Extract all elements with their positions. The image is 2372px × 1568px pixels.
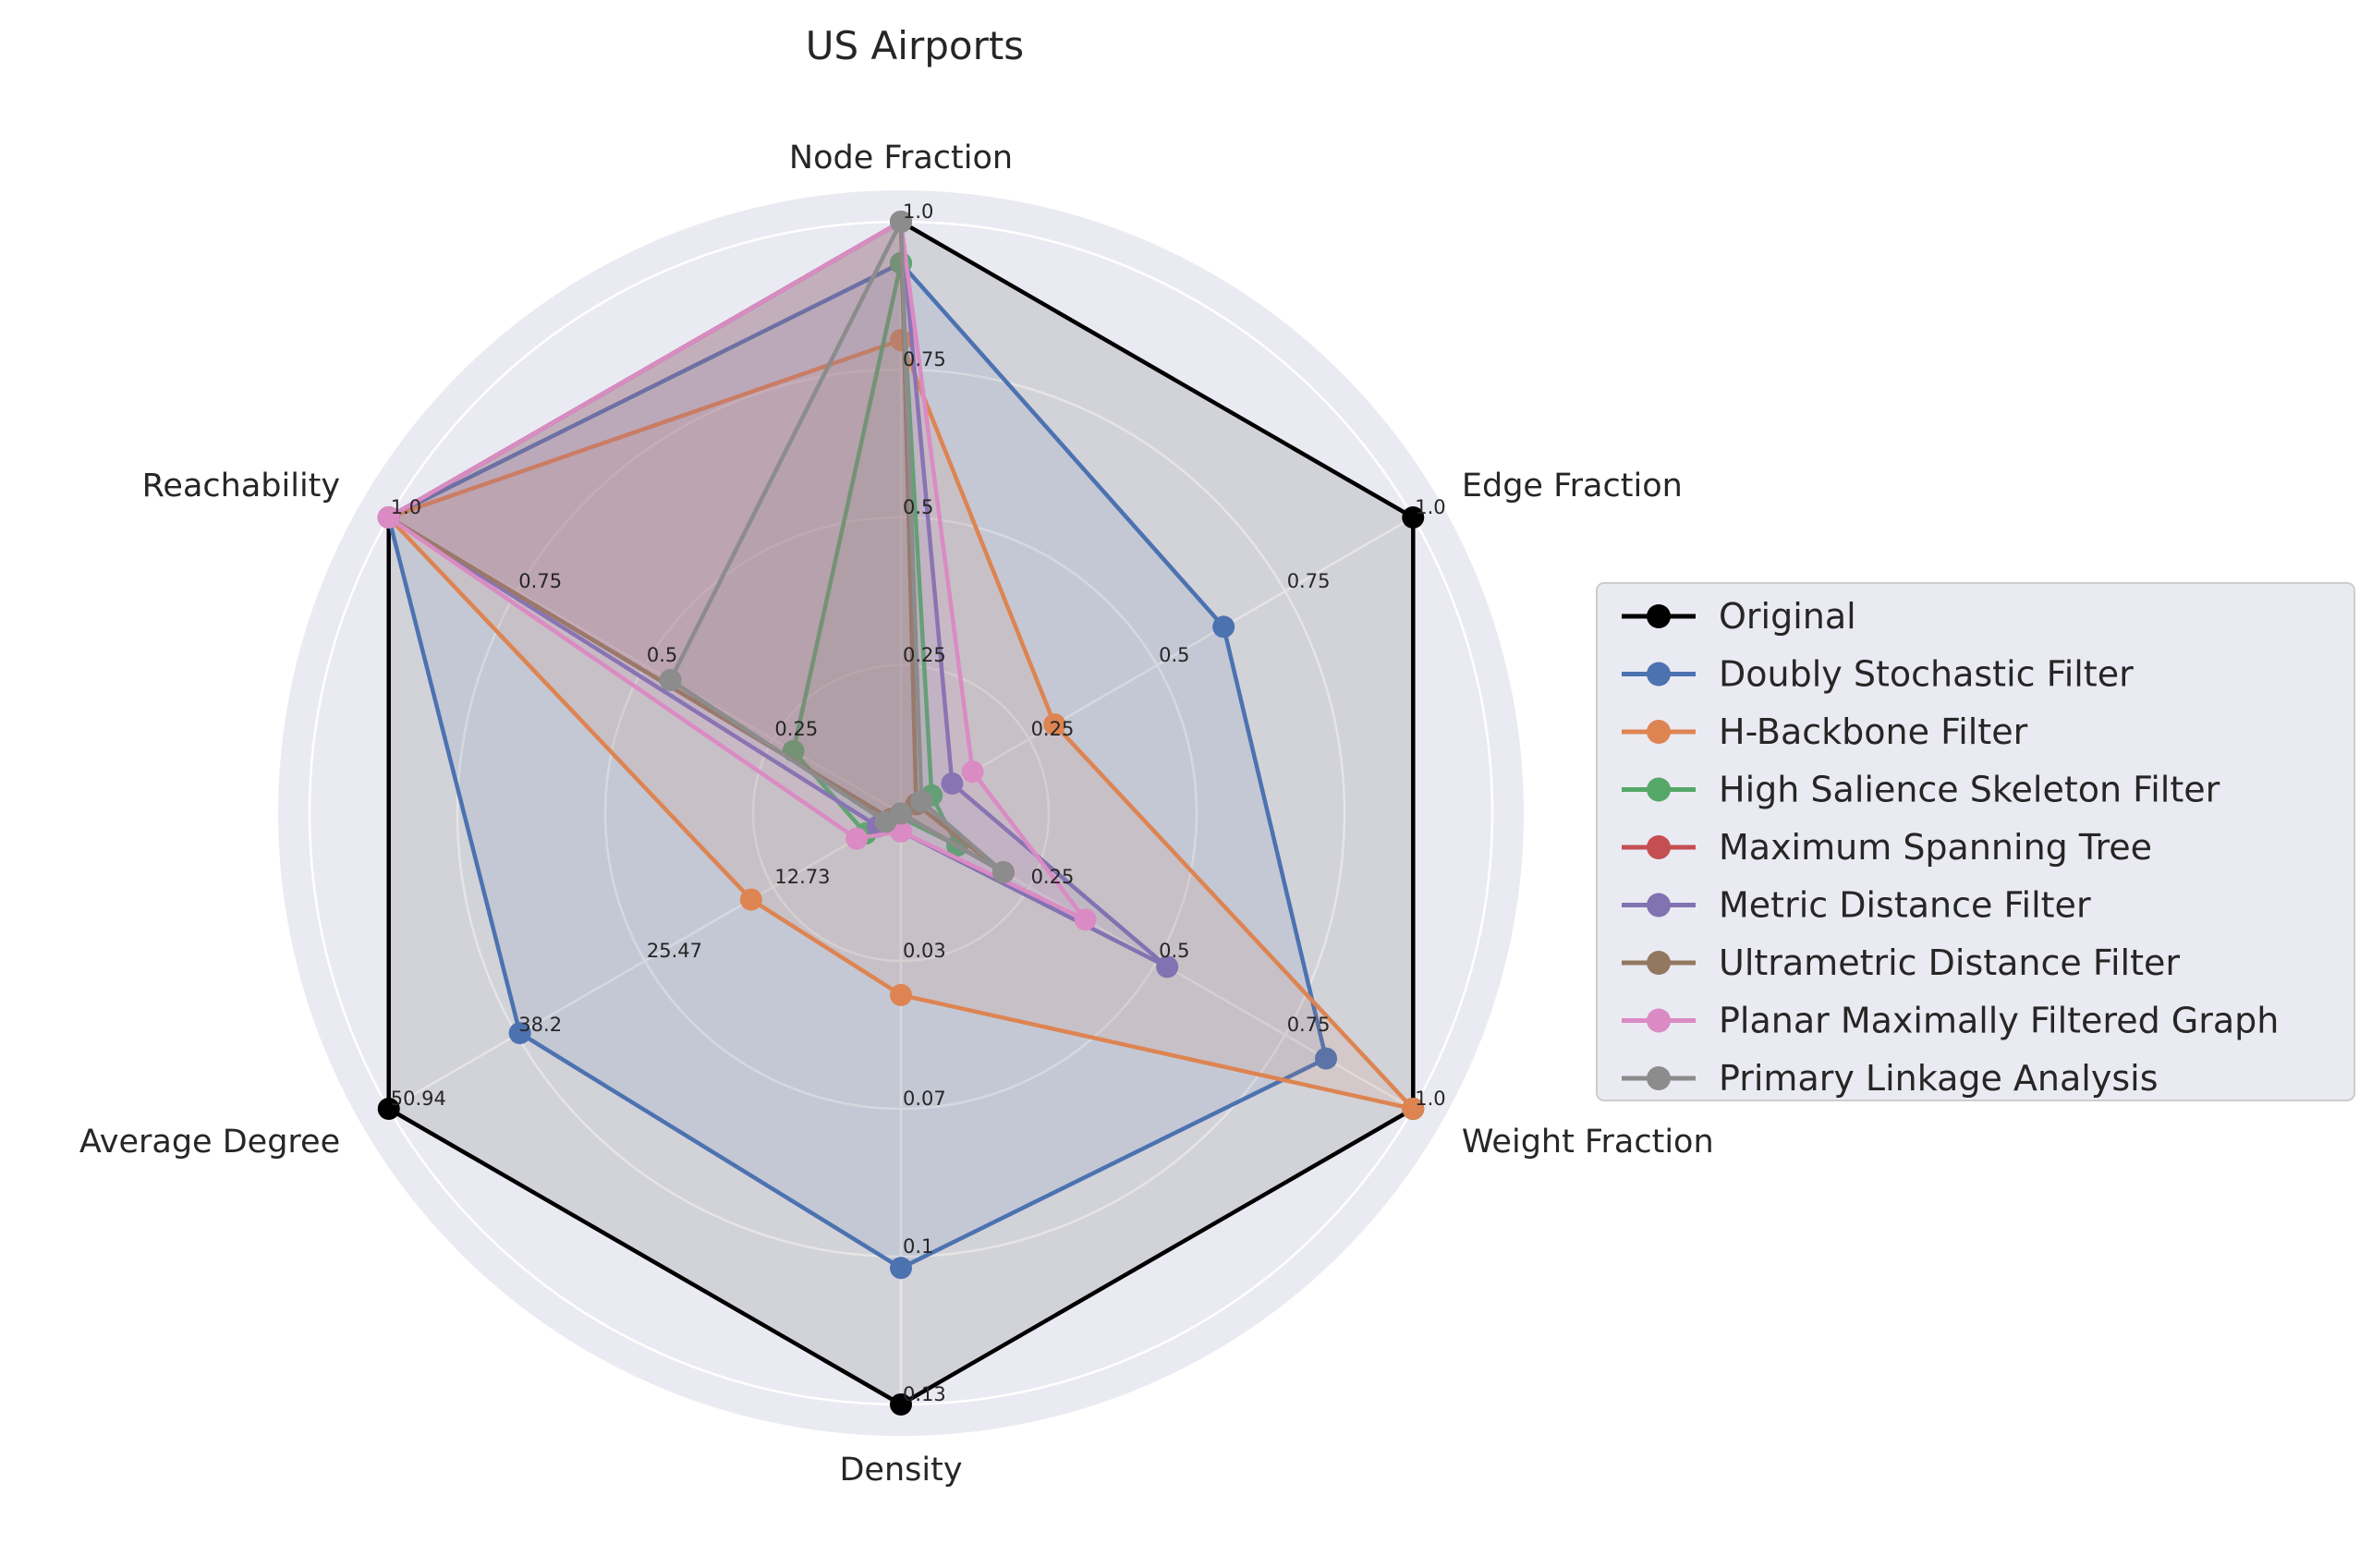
tick-label: 0.03 [903,940,946,962]
data-point [377,506,400,529]
axis-labels: Node Fraction Edge Fraction Weight Fractio… [79,140,1714,1489]
legend-entry: Primary Linkage Analysis [1622,1058,2159,1099]
grid-spoke [900,516,1414,815]
tick-labels: 0.25 0.5 0.75 1.0 0.25 0.5 0.75 1.0 0.25 0.5 0.75 1… [391,201,1446,1405]
tick-label: 0.5 [647,644,677,666]
tick-label: 0.13 [903,1383,946,1405]
data-point [941,772,964,795]
data-point [910,790,933,813]
legend-box [1596,582,2355,1101]
tick-label: 50.94 [391,1088,446,1110]
tick-label: 0.5 [1159,940,1189,962]
series-planar-maximally-filtered-graph [377,211,1097,931]
legend-label: Original [1719,596,1856,637]
series-layer [377,211,1425,1416]
chart-title: US Airports [806,23,1024,68]
tick-label: 12.73 [774,866,830,888]
legend-marker [1647,662,1671,687]
tick-label: 1.0 [903,201,933,223]
legend-marker [1647,835,1671,859]
legend-label: Ultrametric Distance Filter [1719,942,2180,983]
data-point [991,861,1015,883]
axis-label: Weight Fraction [1462,1124,1714,1161]
data-point [1315,1047,1338,1070]
data-point [845,827,869,850]
legend-marker [1647,893,1671,918]
data-point [377,1098,400,1120]
tick-label: 0.25 [1031,718,1075,740]
legend-entry: Ultrametric Distance Filter [1622,942,2180,983]
data-point [1402,1098,1425,1120]
grid-spoke [388,811,902,1111]
legend-entry: Original [1622,596,1856,637]
data-point [1402,506,1425,529]
legend-marker [1647,777,1671,802]
tick-label: 0.25 [1031,866,1075,888]
legend-label: Doubly Stochastic Filter [1719,654,2134,695]
legend-label: Primary Linkage Analysis [1719,1058,2159,1099]
tick-label: 0.25 [903,644,946,666]
tick-label: 0.75 [1287,1014,1331,1036]
legend-label: Planar Maximally Filtered Graph [1719,1001,2279,1041]
data-point [508,1022,531,1045]
tick-label: 0.07 [903,1088,946,1110]
legend-entry: Maximum Spanning Tree [1622,827,2152,868]
data-point [874,810,897,833]
tick-label: 0.75 [518,570,562,592]
tick-label: 1.0 [1415,496,1445,518]
legend-entry: Planar Maximally Filtered Graph [1622,1001,2279,1041]
legend-marker [1647,1008,1671,1033]
data-point [890,211,912,233]
tick-label: 1.0 [1415,1088,1445,1110]
axis-label: Node Fraction [789,140,1013,176]
legend-entry: Doubly Stochastic Filter [1622,654,2134,695]
tick-label: 1.0 [391,496,421,518]
data-point [1074,908,1097,931]
data-point [659,669,682,691]
tick-label: 0.75 [1287,570,1331,592]
legend-marker [1647,720,1671,744]
legend-marker [1647,951,1671,975]
legend-entry: H-Backbone Filter [1622,711,2028,752]
data-point [1156,955,1179,978]
data-point [890,983,912,1006]
tick-label: 38.2 [518,1014,562,1036]
legend-marker [1647,604,1671,628]
data-point [890,1257,912,1280]
tick-label: 0.25 [774,718,818,740]
legend-label: High Salience Skeleton Filter [1719,770,2220,810]
tick-label: 0.5 [903,496,933,518]
legend-entry: High Salience Skeleton Filter [1622,770,2220,810]
axis-label: Reachability [142,468,340,504]
data-point [739,888,762,911]
legend-label: Maximum Spanning Tree [1719,827,2152,868]
tick-label: 0.1 [903,1235,933,1258]
legend: Original Doubly Stochastic Filter H-Backbo… [1596,582,2355,1101]
legend-label: H-Backbone Filter [1719,711,2028,752]
legend-label: Metric Distance Filter [1719,885,2091,926]
axis-label: Edge Fraction [1462,468,1683,504]
data-point [961,760,984,784]
tick-label: 0.5 [1159,644,1189,666]
legend-entry: Metric Distance Filter [1622,885,2091,926]
series-primary-linkage-analysis [659,211,1015,883]
axis-label: Average Degree [79,1124,340,1161]
data-point [890,1393,912,1416]
data-point [1212,615,1235,638]
tick-label: 25.47 [647,940,702,962]
tick-label: 0.75 [903,348,946,371]
axis-label: Density [839,1452,962,1489]
legend-marker [1647,1066,1671,1090]
data-point [1043,713,1066,735]
